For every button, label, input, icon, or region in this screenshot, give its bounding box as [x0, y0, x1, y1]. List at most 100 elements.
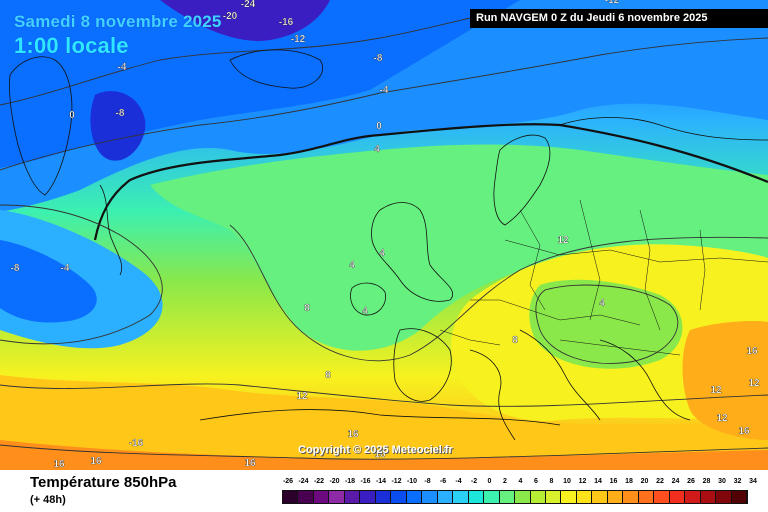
- color-scale-ticks: -26 -24 -22 -20 -18 -16 -14 -12 -10 -8 -6 -4 -2 0 2 4 6 8…: [282, 478, 757, 489]
- color-scale-tick: -20: [329, 478, 340, 485]
- color-scale-swatch: [623, 491, 639, 503]
- color-scale-swatch: [716, 491, 732, 503]
- central-europe-green: [529, 279, 683, 369]
- isotherm-label: -4: [380, 85, 389, 96]
- deep-cold-region: [160, 0, 330, 41]
- color-scale-tick: 20: [640, 478, 649, 485]
- color-scale-tick: 6: [534, 478, 538, 485]
- color-scale-swatch: [484, 491, 500, 503]
- color-scale-tick: 34: [749, 478, 757, 485]
- forecast-local-time: 1:00 locale: [14, 33, 129, 58]
- color-scale-swatch: [375, 491, 392, 503]
- isotherm-label: 0: [376, 121, 382, 132]
- color-scale-swatch: [406, 491, 423, 503]
- zero-degree-isotherm: [93, 123, 768, 241]
- color-scale-swatch: [592, 491, 608, 503]
- isotherm-label: 4: [349, 260, 355, 271]
- isotherm-label: 0: [69, 110, 75, 121]
- color-scale-bar: [282, 490, 748, 504]
- color-scale-tick: 24: [671, 478, 680, 485]
- isotherm-label: 4: [362, 306, 368, 317]
- isotherm-label: -8: [116, 108, 125, 119]
- color-scale-swatch: [453, 491, 469, 503]
- isotherm-label: 16: [746, 346, 758, 357]
- isotherm-label: 8: [325, 370, 331, 381]
- color-scale: -26 -24 -22 -20 -18 -16 -14 -12 -10 -8 -6 -4 -2 0 2 4 6 8…: [282, 478, 757, 508]
- green-mid-band: [150, 144, 768, 351]
- color-scale-swatch: [329, 491, 345, 503]
- parameter-title: Température 850hPa: [30, 474, 177, 491]
- isotherm-label: -16: [279, 17, 294, 28]
- color-scale-tick: -12: [391, 478, 402, 485]
- greenland-cold-region: [90, 91, 146, 161]
- isotherm-labels: -24-20 -16 -12 -12 -8 -4 -4 -8 0 0 4 -8 -4 4 4 4 8 8 8 4 12 1…: [10, 0, 760, 470]
- color-scale-swatch: [313, 491, 330, 503]
- isotherm-label: -8: [11, 263, 20, 274]
- color-scale-tick: -14: [375, 478, 387, 485]
- isotherm-label: -20: [223, 11, 238, 22]
- color-scale-swatch: [499, 491, 516, 503]
- isotherm-label: 12: [716, 413, 728, 424]
- isotherm-label: -8: [374, 53, 383, 64]
- color-scale-tick: -26: [282, 478, 294, 485]
- color-scale-swatch: [298, 491, 314, 503]
- color-scale-swatch: [669, 491, 686, 503]
- isotherm-label: 16: [437, 445, 449, 456]
- color-scale-swatch: [576, 491, 593, 503]
- isotherm-label: -4: [118, 62, 127, 73]
- color-scale-swatch: [283, 491, 299, 503]
- temperature-850hpa-map: -24-20 -16 -12 -12 -8 -4 -4 -8 0 0 4 -8 -4 4 4 4 8 8 8 4 12 1…: [0, 0, 768, 470]
- isotherm-label: -16: [129, 438, 144, 449]
- color-scale-tick: -8: [424, 478, 431, 485]
- isotherm-label: 8: [304, 303, 310, 314]
- color-scale-tick: -24: [298, 478, 309, 485]
- isotherm-label: 16: [738, 426, 750, 437]
- color-scale-tick: 4: [518, 478, 523, 485]
- color-scale-swatch: [515, 491, 531, 503]
- isotherm-label: 12: [748, 378, 760, 389]
- isotherm-label: 16: [374, 449, 386, 460]
- isotherm-label: 8: [512, 335, 518, 346]
- color-scale-tick: 16: [609, 478, 618, 485]
- isotherm-label: 4: [379, 248, 385, 259]
- east-warm-region: [682, 320, 768, 440]
- isotherm-label: -4: [61, 263, 70, 274]
- color-scale-swatch: [437, 491, 454, 503]
- color-scale-tick: -2: [470, 478, 478, 485]
- color-scale-tick: -18: [344, 478, 356, 485]
- color-scale-swatch: [468, 491, 485, 503]
- color-scale-tick: 10: [563, 478, 571, 485]
- color-scale-swatch: [344, 491, 361, 503]
- isotherm-label: 4: [599, 298, 605, 309]
- color-scale-swatch: [731, 491, 748, 503]
- isotherm-lines: [0, 17, 768, 460]
- color-scale-swatch: [545, 491, 562, 503]
- color-scale-tick: 32: [733, 478, 742, 485]
- color-scale-tick: 12: [578, 478, 587, 485]
- color-scale-tick: -22: [313, 478, 325, 485]
- color-scale-tick: -10: [406, 478, 418, 485]
- coastlines: [9, 49, 768, 441]
- color-scale-tick: -6: [439, 478, 447, 485]
- country-borders: [439, 199, 768, 356]
- lead-time: (+ 48h): [30, 494, 66, 506]
- isotherm-label: 4: [374, 144, 380, 155]
- color-scale-swatch: [391, 491, 407, 503]
- isotherm-label: -24: [241, 0, 256, 10]
- isotherm-label: 16: [90, 456, 102, 467]
- isotherm-label: 12: [557, 235, 569, 246]
- forecast-date: Samedi 8 novembre 2025: [14, 12, 222, 31]
- color-scale-swatch: [654, 491, 670, 503]
- isotherm-label: 16: [53, 459, 65, 470]
- color-scale-tick: 26: [687, 478, 695, 485]
- color-scale-tick: 30: [718, 478, 726, 485]
- color-scale-swatch: [700, 491, 717, 503]
- color-scale-tick: 28: [702, 478, 711, 485]
- color-scale-tick: 18: [625, 478, 633, 485]
- isotherm-label: 12: [296, 391, 308, 402]
- color-scale-tick: 8: [549, 478, 554, 485]
- color-scale-swatch: [607, 491, 624, 503]
- isotherm-label: 16: [347, 429, 359, 440]
- isotherm-label: 12: [710, 385, 722, 396]
